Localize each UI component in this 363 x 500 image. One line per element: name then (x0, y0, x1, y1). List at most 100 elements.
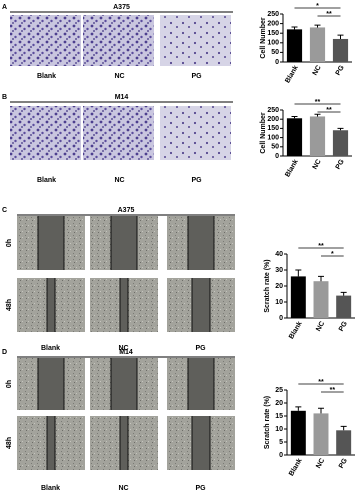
panel-title: A375 (118, 207, 135, 214)
error-bar (295, 406, 302, 411)
error-bar (314, 113, 321, 117)
y-tick-label: 0 (279, 452, 283, 459)
significance-label: ** (326, 107, 332, 114)
y-tick-label: 15 (275, 413, 283, 420)
image-label: NC (118, 485, 128, 492)
x-tick-label: PG (338, 457, 349, 470)
panel-letter: C (2, 207, 7, 214)
error-bar (295, 269, 302, 277)
image-label: PG (191, 73, 202, 80)
y-axis-title: Scratch rate (%) (264, 259, 271, 312)
row-label: 48h (6, 437, 13, 449)
micrograph (83, 15, 154, 66)
bar (290, 276, 306, 318)
row-label: 48h (6, 299, 13, 311)
panel-title: M14 (119, 349, 133, 356)
y-tick-label: 50 (271, 49, 279, 56)
bar (313, 413, 329, 455)
y-tick-label: 30 (275, 267, 283, 274)
y-tick-label: 250 (267, 107, 279, 114)
error-bar (318, 407, 324, 414)
error-bar (314, 24, 321, 28)
scratch (120, 278, 128, 332)
y-axis-title: Scratch rate (%) (264, 396, 271, 449)
x-tick-label: PG (338, 320, 349, 333)
panel-letter: A (2, 4, 7, 11)
y-tick-label: 40 (275, 251, 283, 258)
micrograph (160, 15, 231, 66)
y-tick-label: 0 (275, 59, 279, 66)
scratch (188, 216, 214, 270)
x-tick-label: Blank (284, 158, 300, 178)
image-label: NC (114, 177, 124, 184)
y-tick-label: 0 (279, 315, 283, 322)
bar (313, 281, 329, 318)
y-tick-label: 250 (267, 11, 279, 18)
row-label: 0h (6, 380, 13, 388)
x-tick-label: NC (312, 64, 323, 76)
bar (286, 29, 303, 62)
scratch (38, 216, 64, 270)
y-tick-label: 100 (267, 134, 279, 141)
y-tick-label: 25 (275, 387, 283, 394)
image-label: NC (118, 345, 128, 352)
significance-label: ** (318, 379, 324, 386)
micrograph (160, 106, 231, 160)
error-bar (337, 127, 344, 131)
error-bar (291, 26, 298, 30)
bar (286, 118, 303, 156)
panel-letter: B (2, 94, 7, 101)
error-bar (340, 425, 347, 431)
panel-title: A375 (113, 4, 130, 11)
panel-letter: D (2, 349, 7, 356)
scratch (192, 278, 210, 332)
error-bar (340, 291, 347, 296)
significance-label: ** (326, 11, 332, 18)
x-tick-label: Blank (288, 320, 304, 340)
significance-label: * (331, 251, 334, 258)
image-label: Blank (37, 73, 56, 80)
x-tick-label: Blank (288, 457, 304, 477)
error-bar (318, 275, 324, 282)
scratch (192, 416, 210, 470)
image-label: Blank (41, 345, 60, 352)
y-tick-label: 10 (275, 299, 283, 306)
scratch (38, 358, 64, 410)
bar (336, 295, 352, 318)
scratch (47, 278, 55, 332)
scratch (188, 358, 214, 410)
x-tick-label: NC (315, 457, 326, 469)
image-label: PG (191, 177, 202, 184)
significance-label: ** (330, 387, 336, 394)
micrograph (10, 15, 81, 66)
bar (332, 130, 349, 156)
significance-label: ** (315, 99, 321, 106)
y-tick-label: 20 (275, 283, 283, 290)
x-tick-label: NC (312, 158, 323, 170)
bar (332, 38, 349, 62)
y-tick-label: 20 (275, 400, 283, 407)
bar (290, 410, 306, 455)
row-label: 0h (6, 239, 13, 247)
error-bar (337, 34, 344, 39)
bar (309, 116, 326, 156)
y-tick-label: 200 (267, 116, 279, 123)
image-label: NC (114, 73, 124, 80)
y-axis-title: Cell Number (260, 112, 267, 154)
y-axis-title: Cell Number (260, 17, 267, 59)
image-label: Blank (41, 485, 60, 492)
scratch (120, 416, 128, 470)
x-tick-label: PG (335, 64, 346, 77)
y-tick-label: 150 (267, 30, 279, 37)
y-tick-label: 150 (267, 125, 279, 132)
significance-label: * (316, 3, 319, 10)
significance-label: ** (318, 243, 324, 250)
y-tick-label: 50 (271, 144, 279, 151)
scratch (111, 358, 137, 410)
y-tick-label: 5 (279, 439, 283, 446)
image-label: Blank (37, 177, 56, 184)
image-label: PG (195, 345, 206, 352)
scratch (47, 416, 55, 470)
